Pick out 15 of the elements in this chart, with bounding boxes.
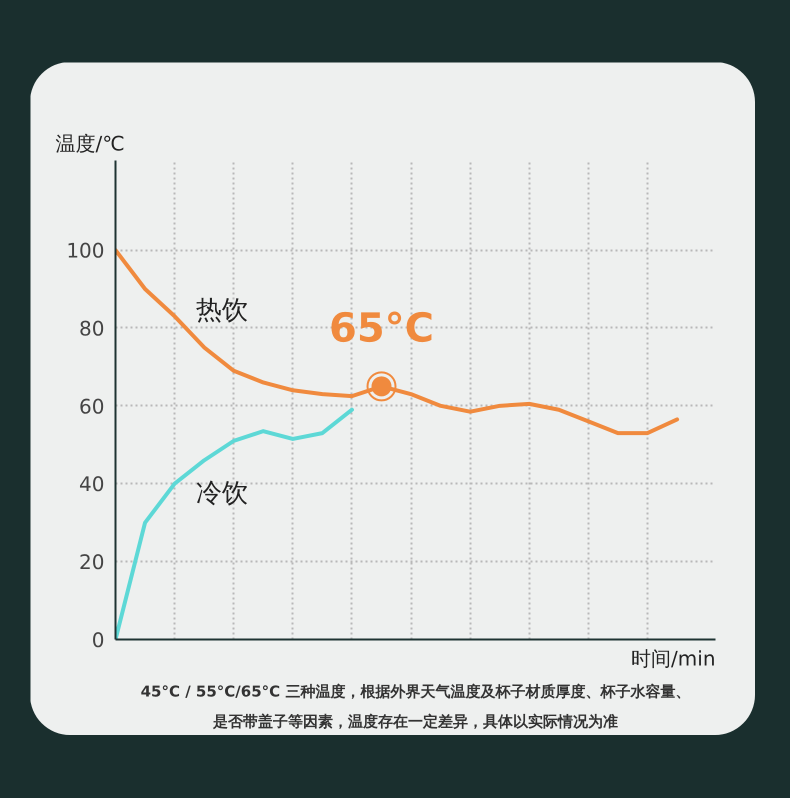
y-tick-label: 40 bbox=[79, 472, 105, 496]
text: 45°C / 55°C/65°C 三种温度，根据外界天气温度及杯子材质厚度、杯子水容量、 bbox=[140, 682, 690, 700]
y-tick-label: 0 bbox=[92, 628, 105, 652]
annotation: 65°C bbox=[329, 305, 434, 352]
series-label: 冷饮 bbox=[196, 478, 248, 508]
line-series bbox=[116, 248, 680, 436]
line-series bbox=[116, 408, 354, 640]
x-axis-title: 时间/min bbox=[631, 646, 716, 670]
y-tick-label: 20 bbox=[79, 550, 105, 574]
y-tick-label: 100 bbox=[66, 238, 105, 263]
y-axis-title: 温度/℃ bbox=[56, 132, 125, 156]
series-label: 热饮 bbox=[196, 295, 248, 326]
text: 是否带盖子等因素，温度存在一定差异，具体以实际情况为准 bbox=[212, 712, 618, 730]
y-tick-label: 80 bbox=[79, 316, 105, 340]
y-tick-label: 60 bbox=[79, 394, 105, 418]
